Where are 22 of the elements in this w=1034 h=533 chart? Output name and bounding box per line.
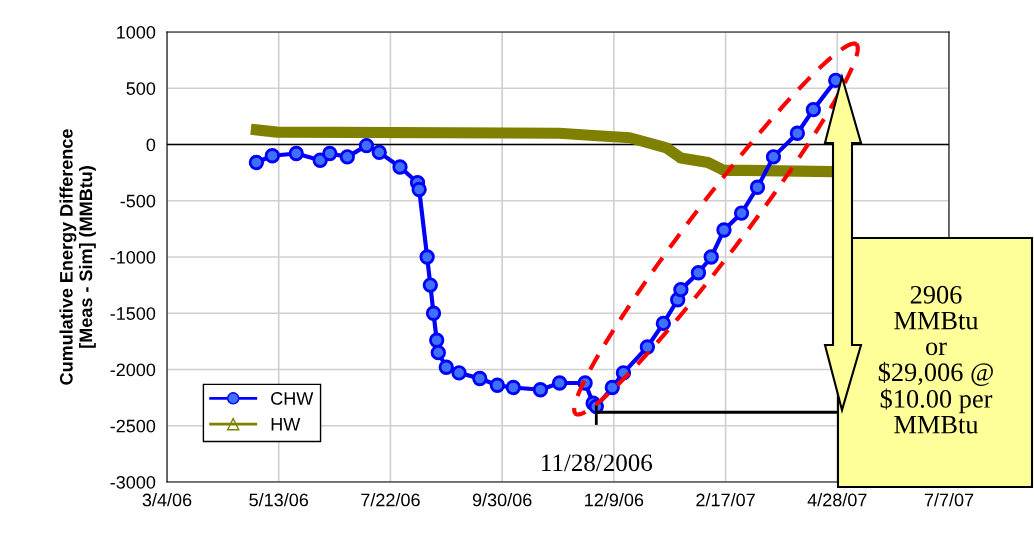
y-axis-title: Cumulative Energy Difference [Meas - Sim] (MMBtu): [59, 129, 96, 385]
x-tick-label: 7/22/06: [361, 493, 420, 507]
x-tick-label: 12/9/06: [585, 493, 644, 507]
y-tick-label: -3000: [110, 475, 156, 489]
x-tick-label: 9/30/06: [472, 493, 532, 507]
x-tick-label: 4/28/07: [807, 493, 867, 507]
y-tick-label: -2000: [110, 363, 156, 377]
annotation: 11/28/2006: [542, 454, 653, 472]
y-tick-label: 0: [146, 138, 156, 152]
x-tick-label: 2/17/07: [696, 493, 755, 507]
x-tick-label: 3/4/06: [142, 493, 192, 507]
x-tick-label: 5/13/06: [249, 493, 309, 507]
y-tick-label: 1000: [117, 25, 156, 39]
annotation: 2906 MMBtu or $29,006 @ $10.00 per MMBtu: [878, 285, 993, 434]
y-tick-label: -1500: [110, 307, 156, 320]
y-tick-label: -2500: [110, 419, 156, 433]
y-tick-label: -500: [120, 194, 156, 208]
x-tick-label: 7/7/07: [924, 493, 974, 507]
y-tick-label: -1000: [110, 250, 156, 264]
y-tick-label: 500: [126, 82, 156, 95]
legend-label: HW: [271, 418, 301, 431]
legend-label: CHW: [271, 392, 314, 405]
